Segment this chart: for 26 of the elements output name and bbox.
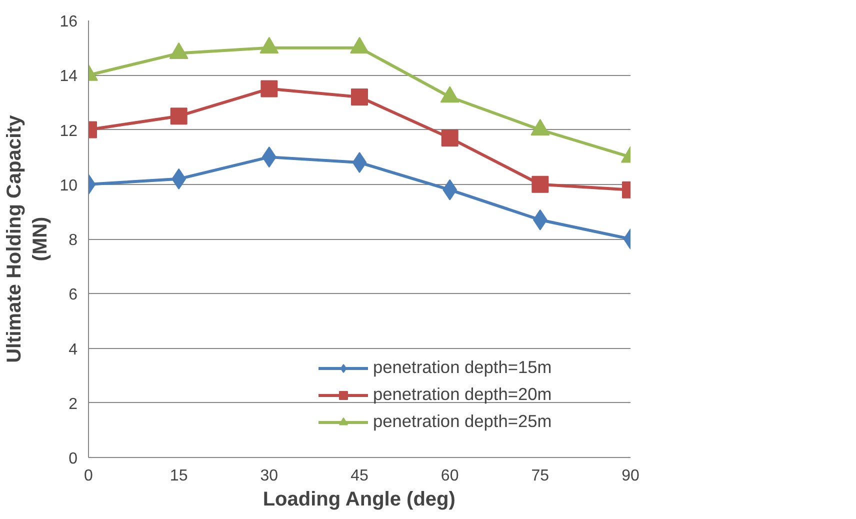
y-tick-label: 12	[60, 122, 78, 140]
point	[260, 36, 279, 54]
x-tick-label: 0	[84, 468, 94, 484]
y-tick-label: 8	[68, 232, 78, 249]
x-tick-label: 45	[350, 468, 368, 484]
x-tick-label: 75	[531, 468, 550, 484]
y-tick-label: 4	[68, 341, 78, 358]
x-tick-label: 60	[440, 468, 459, 484]
y-tick-label: 10	[60, 177, 78, 194]
x-tick-label: 15	[170, 468, 188, 484]
point	[440, 86, 460, 103]
y-tick-label: 2	[68, 396, 78, 413]
y-tick-label: 6	[68, 286, 78, 304]
y-tick-label: 0	[68, 450, 78, 468]
point	[441, 129, 458, 146]
x-tick-label: 30	[260, 468, 278, 484]
legend-label: penetration depth=25m	[373, 411, 552, 432]
legend-label: penetration depth=15m	[373, 357, 552, 378]
y-axis-title: Ultimate Holding Capacity (MN)	[3, 114, 52, 363]
point	[351, 88, 368, 106]
point	[350, 36, 369, 54]
y-tick-label: 14	[60, 68, 78, 86]
y-tick-label: 16	[60, 14, 78, 30]
x-tick-label: 90	[622, 468, 640, 484]
legend-label: penetration depth=20m	[373, 384, 552, 405]
x-axis-title: Loading Angle (deg)	[262, 488, 456, 510]
